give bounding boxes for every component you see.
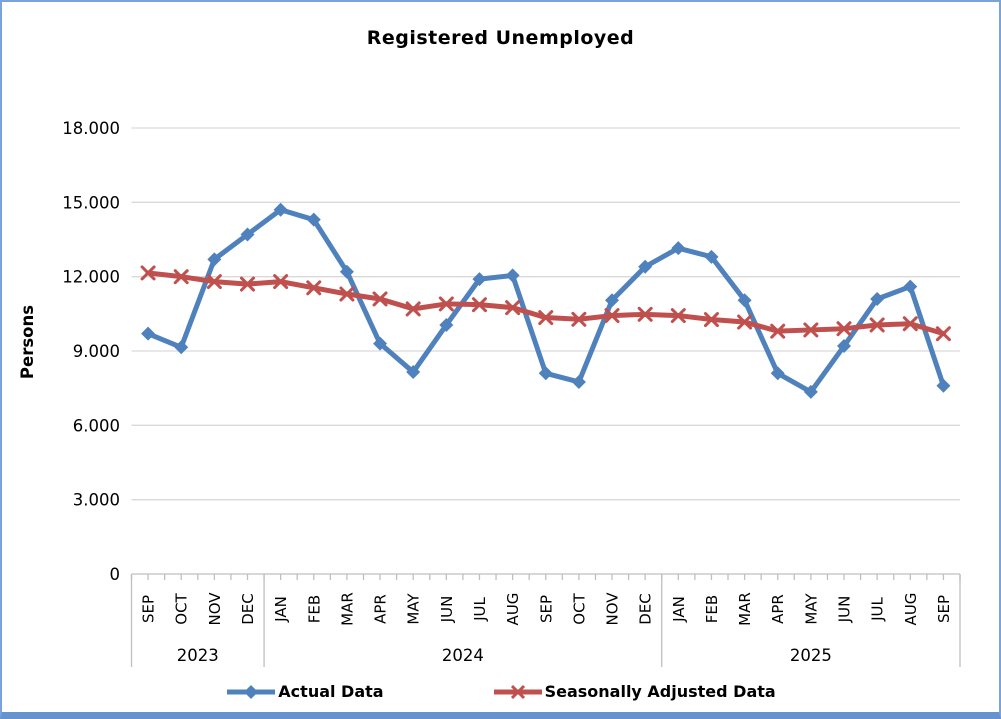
x-tick-label: NOV — [206, 592, 224, 626]
data-point-marker — [571, 311, 587, 327]
data-point-marker — [373, 336, 388, 351]
data-point-marker — [604, 308, 620, 324]
x-tick-label: NOV — [604, 592, 622, 626]
x-tick-label: SEP — [537, 595, 555, 623]
y-axis-title: Persons — [18, 305, 37, 379]
x-tick-label: MAY — [405, 593, 423, 625]
actual-data-legend-marker-icon — [227, 684, 276, 699]
data-point-marker — [671, 241, 686, 256]
data-point-marker — [803, 322, 819, 338]
y-tick-label: 18.000 — [62, 119, 120, 138]
y-tick-label: 0 — [110, 565, 121, 584]
x-tick-label: JUL — [869, 596, 887, 621]
data-point-marker — [339, 286, 355, 302]
x-tick-label: SEP — [140, 595, 158, 623]
data-point-marker — [472, 272, 487, 287]
y-tick-label: 9.000 — [73, 342, 120, 361]
x-tick-label: JAN — [670, 596, 688, 623]
data-point-marker — [703, 312, 719, 328]
data-point-marker — [306, 280, 322, 296]
x-tick-label: JUN — [438, 596, 456, 624]
data-point-marker — [538, 310, 554, 326]
x-tick-label: AUG — [902, 593, 920, 626]
year-label: 2023 — [177, 646, 219, 665]
chart-title: Registered Unemployed — [366, 27, 635, 49]
x-tick-label: JUN — [836, 596, 854, 624]
legend-label-seasonally-adjusted: Seasonally Adjusted Data — [544, 682, 776, 701]
data-point-marker — [538, 366, 553, 381]
data-point-marker — [306, 212, 321, 227]
x-tick-label: DEC — [239, 593, 257, 625]
data-point-marker — [273, 274, 289, 290]
x-tick-label: OCT — [173, 592, 191, 624]
x-tick-label: MAR — [338, 592, 356, 626]
data-point-marker — [505, 300, 521, 316]
data-point-marker — [935, 326, 951, 342]
x-tick-label: AUG — [504, 593, 522, 626]
x-tick-label: SEP — [935, 595, 953, 623]
data-point-marker — [173, 269, 189, 285]
data-point-marker — [737, 293, 752, 308]
x-tick-label: FEB — [305, 595, 323, 623]
year-label: 2024 — [442, 646, 484, 665]
data-point-marker — [406, 365, 421, 380]
data-point-marker — [206, 274, 222, 290]
x-tick-label: OCT — [570, 592, 588, 624]
data-point-marker — [936, 378, 951, 393]
data-point-marker — [803, 384, 818, 399]
data-point-marker — [438, 296, 454, 312]
data-point-marker — [140, 265, 156, 281]
data-point-marker — [836, 321, 852, 337]
data-point-marker — [704, 249, 719, 264]
y-tick-label: 3.000 — [73, 491, 120, 510]
data-point-marker — [273, 202, 288, 217]
data-point-marker — [505, 268, 520, 283]
data-point-marker — [471, 297, 487, 313]
data-point-marker — [670, 308, 686, 324]
data-point-marker — [737, 314, 753, 330]
data-point-marker — [770, 366, 785, 381]
legend-label-actual-data: Actual Data — [278, 682, 384, 701]
x-tick-label: MAR — [736, 592, 754, 626]
actual-data-line — [145, 207, 946, 395]
data-point-marker — [372, 291, 388, 307]
x-tick-label: APR — [372, 594, 390, 624]
legend-item-seasonally-adjusted: Seasonally Adjusted Data — [492, 682, 776, 701]
y-tick-label: 12.000 — [62, 268, 120, 287]
chart-legend: Actual Data Seasonally Adjusted Data — [2, 682, 999, 701]
data-point-marker — [240, 227, 255, 242]
data-point-marker — [141, 326, 156, 341]
x-tick-label: JUL — [471, 596, 489, 621]
data-point-marker — [637, 306, 653, 322]
data-point-marker — [439, 317, 454, 332]
data-point-marker — [770, 323, 786, 339]
data-point-marker — [174, 340, 189, 355]
data-point-marker — [903, 279, 918, 294]
data-point-marker — [870, 291, 885, 306]
legend-item-actual-data: Actual Data — [225, 682, 384, 701]
year-label: 2025 — [790, 646, 832, 665]
data-point-marker — [339, 264, 354, 279]
x-tick-label: FEB — [703, 595, 721, 623]
data-point-marker — [638, 259, 653, 274]
x-tick-label: MAY — [802, 593, 820, 625]
y-tick-label: 15.000 — [62, 193, 120, 212]
data-point-marker — [869, 317, 885, 333]
data-point-marker — [837, 339, 852, 354]
y-tick-label: 6.000 — [73, 416, 120, 435]
data-point-marker — [207, 252, 222, 267]
data-point-marker — [571, 374, 586, 389]
data-point-marker — [902, 316, 918, 332]
x-tick-label: APR — [769, 594, 787, 624]
data-point-marker — [239, 276, 255, 292]
seasonally-adjusted-legend-marker-icon — [493, 684, 542, 699]
seasonally-adjusted-data-line — [145, 270, 946, 337]
data-point-marker — [605, 293, 620, 308]
data-point-marker — [405, 301, 421, 317]
x-tick-label: JAN — [272, 596, 290, 623]
x-tick-label: DEC — [637, 593, 655, 625]
